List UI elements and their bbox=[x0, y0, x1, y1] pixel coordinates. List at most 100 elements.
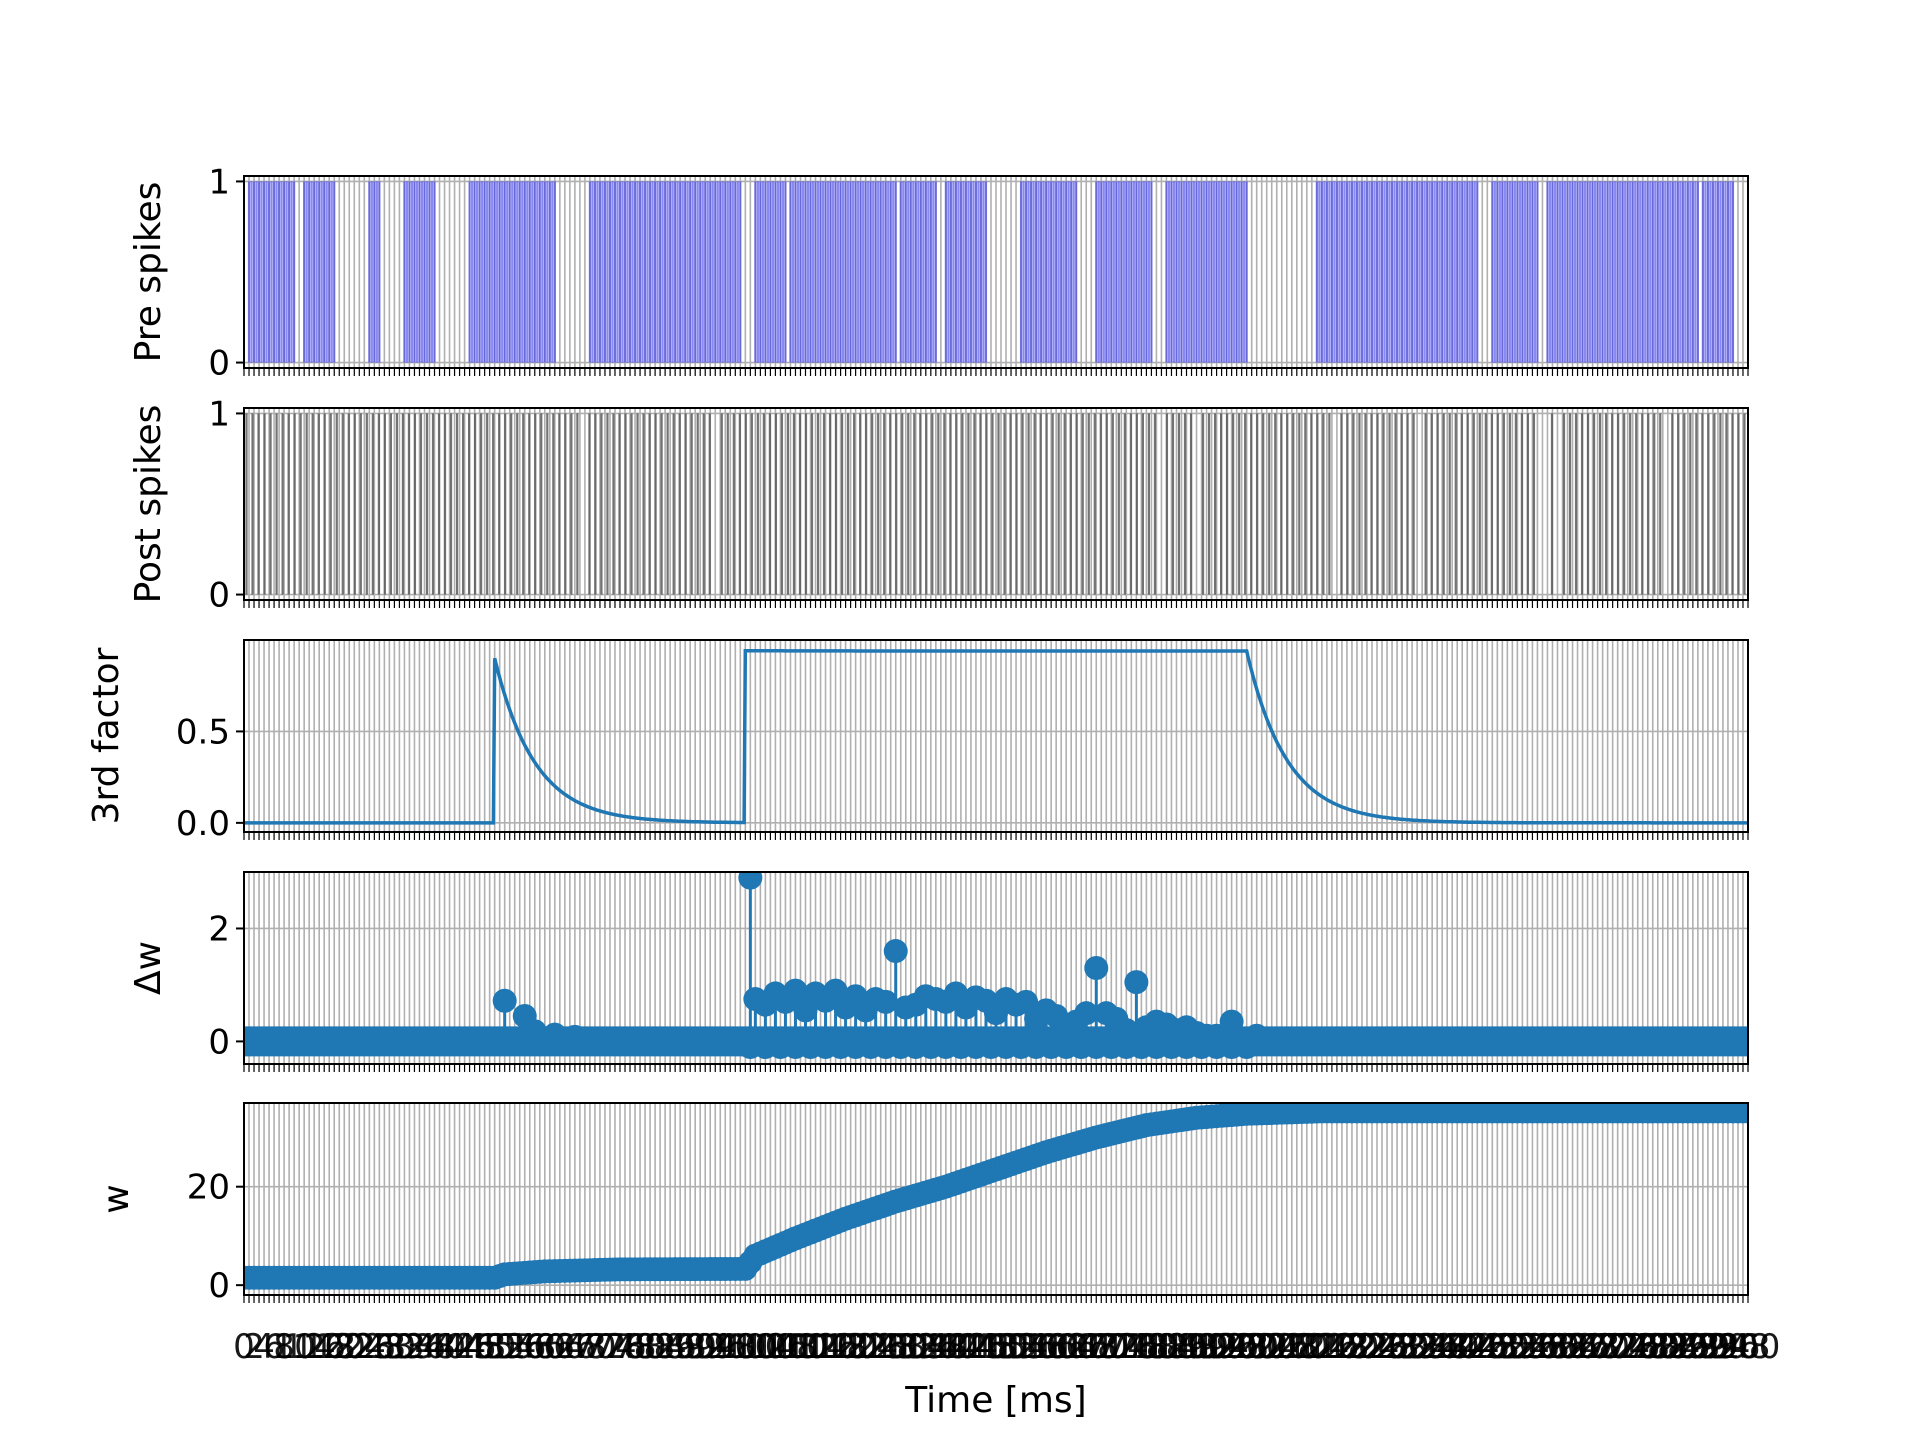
x-tick-label: 70 bbox=[573, 1327, 616, 1367]
x-tick-label: 300 bbox=[1716, 1327, 1781, 1367]
stem-marker bbox=[1114, 1018, 1139, 1043]
x-tick-label: 236 bbox=[1395, 1327, 1460, 1367]
x-tick-label: 12 bbox=[283, 1327, 326, 1367]
y-axis-label: w bbox=[96, 1184, 137, 1213]
x-tick-label: 32 bbox=[383, 1327, 426, 1367]
x-tick-label: 122 bbox=[823, 1327, 888, 1367]
stem-marker bbox=[1274, 1026, 1299, 1051]
stem-marker bbox=[492, 988, 517, 1013]
y-tick-label: 0.5 bbox=[176, 712, 230, 752]
y-axis-label: Pre spikes bbox=[128, 182, 169, 363]
x-tick-label: 180 bbox=[1114, 1327, 1179, 1367]
x-tick-label: 100 bbox=[713, 1327, 778, 1367]
stem-marker bbox=[1234, 1035, 1259, 1060]
x-tick-label: 252 bbox=[1475, 1327, 1540, 1367]
x-tick-label: 208 bbox=[1254, 1327, 1319, 1367]
panel-w: 0 20 w bbox=[96, 1102, 1749, 1306]
x-tick-label: 46 bbox=[453, 1327, 496, 1367]
x-tick-label: 220 bbox=[1314, 1327, 1379, 1367]
stem-marker bbox=[1309, 1026, 1334, 1051]
y-tick-label: 2 bbox=[208, 909, 230, 949]
data-layer bbox=[244, 648, 1748, 825]
x-tick-label: 216 bbox=[1294, 1327, 1359, 1367]
x-tick-label: 174 bbox=[1084, 1327, 1149, 1367]
x-tick-label: 232 bbox=[1375, 1327, 1440, 1367]
x-tick-label: 84 bbox=[643, 1327, 686, 1367]
y-tick-label: 1 bbox=[208, 162, 230, 202]
y-axis-label: Δw bbox=[128, 941, 169, 995]
x-tick-label: 66 bbox=[553, 1327, 596, 1367]
x-tick-label: 68 bbox=[563, 1327, 606, 1367]
x-tick-label: 204 bbox=[1234, 1327, 1299, 1367]
x-tick-label: 140 bbox=[913, 1327, 978, 1367]
x-tick-label: 246 bbox=[1445, 1327, 1510, 1367]
x-ticks bbox=[243, 1295, 1749, 1303]
weight-point bbox=[1736, 1103, 1748, 1124]
x-tick-label: 124 bbox=[833, 1327, 898, 1367]
x-tick-label: 262 bbox=[1525, 1327, 1590, 1367]
x-tick-label: 286 bbox=[1645, 1327, 1710, 1367]
y-tick-label: 0.0 bbox=[176, 804, 230, 844]
x-tick-label: 144 bbox=[933, 1327, 998, 1367]
x-tick-label: 78 bbox=[613, 1327, 656, 1367]
x-tick-label: 98 bbox=[714, 1327, 757, 1367]
x-tick-label: 276 bbox=[1595, 1327, 1660, 1367]
x-tick-label: 120 bbox=[813, 1327, 878, 1367]
x-ticks bbox=[243, 1064, 1749, 1072]
x-tick-label: 182 bbox=[1124, 1327, 1189, 1367]
x-tick-label: 74 bbox=[593, 1327, 636, 1367]
x-tick-label: 56 bbox=[503, 1327, 546, 1367]
x-ticks bbox=[243, 832, 1749, 840]
x-tick-label: 138 bbox=[903, 1327, 968, 1367]
x-tick-label: 170 bbox=[1064, 1327, 1129, 1367]
x-tick-label: 222 bbox=[1325, 1327, 1390, 1367]
x-tick-label: 146 bbox=[943, 1327, 1008, 1367]
x-tick-label: 6 bbox=[263, 1327, 285, 1367]
x-tick-label: 162 bbox=[1024, 1327, 1089, 1367]
x-tick-label: 254 bbox=[1485, 1327, 1550, 1367]
panel-dw: 0 2 Δw bbox=[128, 871, 1749, 1072]
data-layer bbox=[247, 181, 1735, 363]
x-tick-label: 196 bbox=[1194, 1327, 1259, 1367]
x-tick-label: 198 bbox=[1204, 1327, 1269, 1367]
x-tick-label: 280 bbox=[1615, 1327, 1680, 1367]
x-tick-label: 228 bbox=[1355, 1327, 1420, 1367]
x-tick-label: 108 bbox=[753, 1327, 818, 1367]
x-tick-label: 258 bbox=[1505, 1327, 1570, 1367]
x-tick-label: 90 bbox=[674, 1327, 717, 1367]
x-tick-label: 214 bbox=[1284, 1327, 1349, 1367]
stem-marker bbox=[738, 872, 763, 890]
x-tick-label: 14 bbox=[293, 1327, 336, 1367]
stem-marker bbox=[542, 1022, 567, 1047]
x-tick-label: 4 bbox=[253, 1327, 275, 1367]
x-tick-label: 230 bbox=[1365, 1327, 1430, 1367]
x-tick-label: 158 bbox=[1004, 1327, 1069, 1367]
x-tick-label: 18 bbox=[313, 1327, 356, 1367]
x-tick-label: 176 bbox=[1094, 1327, 1159, 1367]
x-tick-label: 284 bbox=[1635, 1327, 1700, 1367]
x-tick-label: 166 bbox=[1044, 1327, 1109, 1367]
x-tick-label: 210 bbox=[1264, 1327, 1329, 1367]
third-factor-line bbox=[244, 648, 1748, 825]
y-axis-label: 3rd factor bbox=[86, 647, 127, 824]
x-tick-label: 282 bbox=[1625, 1327, 1690, 1367]
stem-marker bbox=[562, 1024, 587, 1049]
data-layer bbox=[244, 1103, 1748, 1290]
x-ticks bbox=[243, 368, 1749, 376]
x-tick-label: 154 bbox=[984, 1327, 1049, 1367]
x-tick-label: 134 bbox=[883, 1327, 948, 1367]
x-tick-label: 44 bbox=[443, 1327, 486, 1367]
x-tick-label: 126 bbox=[843, 1327, 908, 1367]
x-tick-label: 102 bbox=[723, 1327, 788, 1367]
x-tick-label: 156 bbox=[994, 1327, 1059, 1367]
x-tick-label: 130 bbox=[863, 1327, 928, 1367]
y-tick-label: 1 bbox=[208, 394, 230, 434]
x-tick-label: 88 bbox=[664, 1327, 707, 1367]
data-layer bbox=[245, 413, 1746, 595]
x-tick-labels: 0246810121416182022242628303234363840424… bbox=[233, 1327, 1780, 1367]
x-tick-label: 26 bbox=[353, 1327, 396, 1367]
x-tick-label: 142 bbox=[923, 1327, 988, 1367]
x-tick-label: 72 bbox=[583, 1327, 626, 1367]
x-tick-label: 106 bbox=[743, 1327, 808, 1367]
